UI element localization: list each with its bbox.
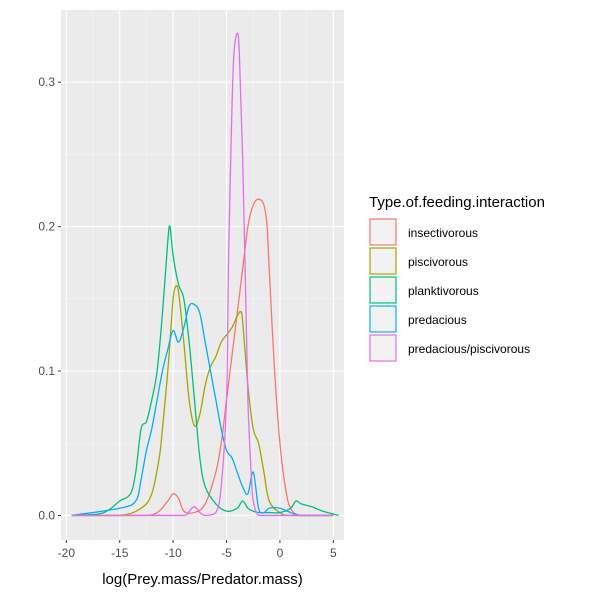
density-line-insectivorous	[71, 198, 334, 517]
x-axis-title: log(Prey.mass/Predator.mass)	[102, 571, 303, 588]
density-line-predacious	[71, 302, 334, 517]
y-axis-ticks: 0.0 0.1 0.2 0.3	[38, 75, 61, 522]
grid-lines	[61, 10, 344, 540]
x-tick-label: -5	[221, 546, 232, 560]
legend-label-planktivorous: planktivorous	[408, 284, 479, 298]
x-tick-label: -20	[58, 546, 76, 560]
density-line-piscivorous	[71, 284, 334, 517]
panel-background	[61, 10, 344, 540]
y-tick-label: 0.1	[38, 364, 55, 378]
legend-key-planktivorous	[369, 276, 397, 304]
x-tick-label: -10	[164, 546, 182, 560]
legend-key-predacious	[369, 305, 397, 333]
x-tick-label: -15	[111, 546, 129, 560]
y-tick-label: 0.0	[38, 508, 55, 522]
y-tick-label: 0.2	[38, 220, 55, 234]
legend-title: Type.of.feeding.interaction	[369, 194, 545, 211]
density-line-predacious-piscivorous	[71, 32, 334, 517]
x-tick-label: 0	[277, 546, 284, 560]
legend-label-insectivorous: insectivorous	[408, 226, 478, 240]
legend-label-predacious-piscivorous: predacious/piscivorous	[408, 342, 530, 356]
x-tick-label: 5	[330, 546, 337, 560]
legend-label-predacious: predacious	[408, 313, 467, 327]
legend-key-piscivorous	[369, 247, 397, 275]
density-curves	[71, 32, 339, 517]
legend: Type.of.feeding.interaction insectivorou…	[369, 194, 545, 362]
density-line-planktivorous	[71, 225, 339, 517]
legend-label-piscivorous: piscivorous	[408, 255, 468, 269]
x-axis-ticks: -20 -15 -10 -5 0 5	[58, 540, 337, 560]
legend-key-predacious-piscivorous	[369, 334, 397, 362]
y-tick-label: 0.3	[38, 75, 55, 89]
legend-key-insectivorous	[369, 218, 397, 246]
